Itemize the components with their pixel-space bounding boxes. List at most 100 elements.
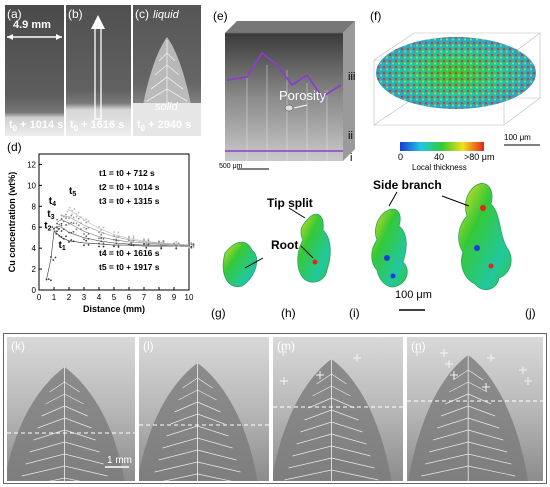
data-point	[45, 278, 48, 281]
side-arm	[25, 453, 65, 465]
side-arm	[64, 429, 96, 441]
data-point	[75, 222, 78, 225]
x-tick-label: 1	[52, 293, 57, 302]
x-tick-label: 7	[142, 293, 147, 302]
panel-k: (k) 1 mm	[7, 337, 135, 481]
data-point	[53, 230, 56, 233]
data-point	[143, 242, 145, 245]
data-point	[65, 235, 67, 238]
y-tick-label: 2	[32, 265, 37, 274]
side-arm	[37, 417, 65, 429]
data-point	[77, 224, 80, 227]
side-arm	[197, 413, 225, 425]
data-point	[70, 239, 73, 241]
side-arm	[182, 377, 198, 389]
data-point	[102, 242, 105, 245]
radiograph	[7, 337, 135, 481]
side-arm	[197, 401, 221, 413]
data-point	[87, 220, 90, 222]
panel-n: (n)	[407, 337, 543, 481]
series-label: t1	[59, 240, 66, 252]
side-arm	[433, 429, 469, 441]
chart-panel: (d) 0 1 2 3 4 5 6 7 8 9 10 0 2 4 6 8 10 12 Distance (mm) Cu…	[5, 140, 203, 328]
panel-a: (a) 4.9 mm t0 + 1014 s	[5, 5, 64, 136]
data-point	[132, 237, 135, 239]
colorbar	[400, 142, 484, 151]
data-point	[192, 243, 195, 246]
panel-m-label: (m)	[277, 339, 295, 353]
data-point	[77, 211, 80, 214]
panel-d-label: (d)	[7, 140, 22, 154]
data-point	[147, 239, 150, 242]
colorbar-title: Local thickness	[412, 163, 467, 172]
data-point	[147, 238, 150, 241]
side-arm	[197, 461, 241, 473]
x-tick-label: 10	[185, 293, 194, 302]
series-line	[67, 209, 190, 246]
side-arm	[441, 405, 469, 417]
side-arm	[41, 405, 65, 417]
liquid-label: liquid	[153, 9, 179, 21]
data-point	[145, 241, 148, 244]
time-label: t0 + 1014 s	[9, 118, 64, 133]
panel-a-label: (a)	[7, 7, 22, 21]
panel-f-label: (f)	[370, 9, 382, 23]
data-point	[132, 235, 135, 238]
side-arm	[437, 417, 469, 429]
x-tick-label: 0	[37, 293, 42, 302]
side-arm	[468, 369, 484, 381]
side-arm	[468, 465, 516, 477]
scale-arrow	[7, 34, 62, 40]
solid-label: solid	[155, 101, 178, 113]
side-arm	[29, 441, 65, 453]
side-arm	[154, 461, 198, 473]
side-arm	[425, 453, 469, 465]
data-point	[160, 247, 163, 250]
data-point	[85, 239, 88, 242]
scale-text: 4.9 mm	[13, 19, 51, 31]
side-arm	[331, 421, 363, 433]
data-point	[132, 244, 135, 247]
data-point	[102, 237, 105, 240]
data-point	[60, 217, 63, 220]
side-arm	[197, 425, 229, 437]
data-point	[56, 218, 58, 221]
legend-entry: t1 = t0 + 712 s	[99, 168, 155, 178]
data-point	[117, 246, 120, 248]
data-point	[117, 231, 120, 234]
side-arm	[64, 393, 84, 405]
data-point	[177, 242, 180, 245]
equiaxed-grain	[450, 371, 458, 379]
data-point	[87, 244, 90, 246]
dendrite-body	[7, 367, 125, 481]
time-label: t0 + 2940 s	[137, 118, 192, 133]
data-point	[145, 243, 148, 246]
legend-entry: t3 = t0 + 1315 s	[99, 196, 160, 206]
data-point	[85, 218, 88, 221]
equiaxed-grain	[487, 354, 495, 362]
panel-j-label: (j)	[525, 306, 536, 320]
dendrite-body	[273, 359, 392, 481]
panel-e-label: (e)	[213, 9, 228, 23]
x-tick-label: 3	[82, 293, 87, 302]
legend-entry: t2 = t0 + 1014 s	[99, 182, 160, 192]
equiaxed-grain	[280, 377, 288, 385]
data-point	[60, 224, 63, 227]
equiaxed-grain	[279, 348, 287, 356]
data-point	[130, 240, 133, 243]
side-arm	[64, 441, 100, 453]
side-arm	[331, 397, 355, 409]
data-point	[65, 217, 67, 220]
side-arm	[304, 409, 332, 421]
side-arm	[162, 473, 198, 481]
data-point	[98, 231, 100, 234]
data-point	[83, 244, 85, 247]
side-arm	[468, 441, 508, 453]
scale-text: 100 μm	[395, 289, 432, 301]
panel-n-label: (n)	[411, 339, 426, 353]
data-point	[173, 245, 175, 248]
side-arm	[64, 405, 88, 417]
data-point	[58, 227, 61, 230]
data-point	[71, 213, 73, 216]
panel-c: (c) liquid solid t0 + 2940 s	[133, 5, 201, 136]
